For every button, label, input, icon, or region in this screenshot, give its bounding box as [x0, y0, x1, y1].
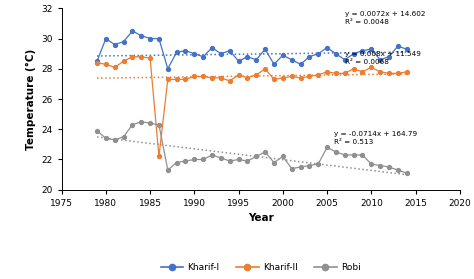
Y-axis label: Temperature (°C): Temperature (°C) [26, 49, 36, 150]
Text: y = -0.0714x + 164.79
R² = 0.513: y = -0.0714x + 164.79 R² = 0.513 [334, 131, 417, 145]
X-axis label: Year: Year [248, 213, 273, 223]
Text: y = 0.008x + 11.549
R² = 0.0068: y = 0.008x + 11.549 R² = 0.0068 [345, 51, 420, 65]
Text: y = 0.0072x + 14.602
R² = 0.0048: y = 0.0072x + 14.602 R² = 0.0048 [345, 11, 425, 25]
